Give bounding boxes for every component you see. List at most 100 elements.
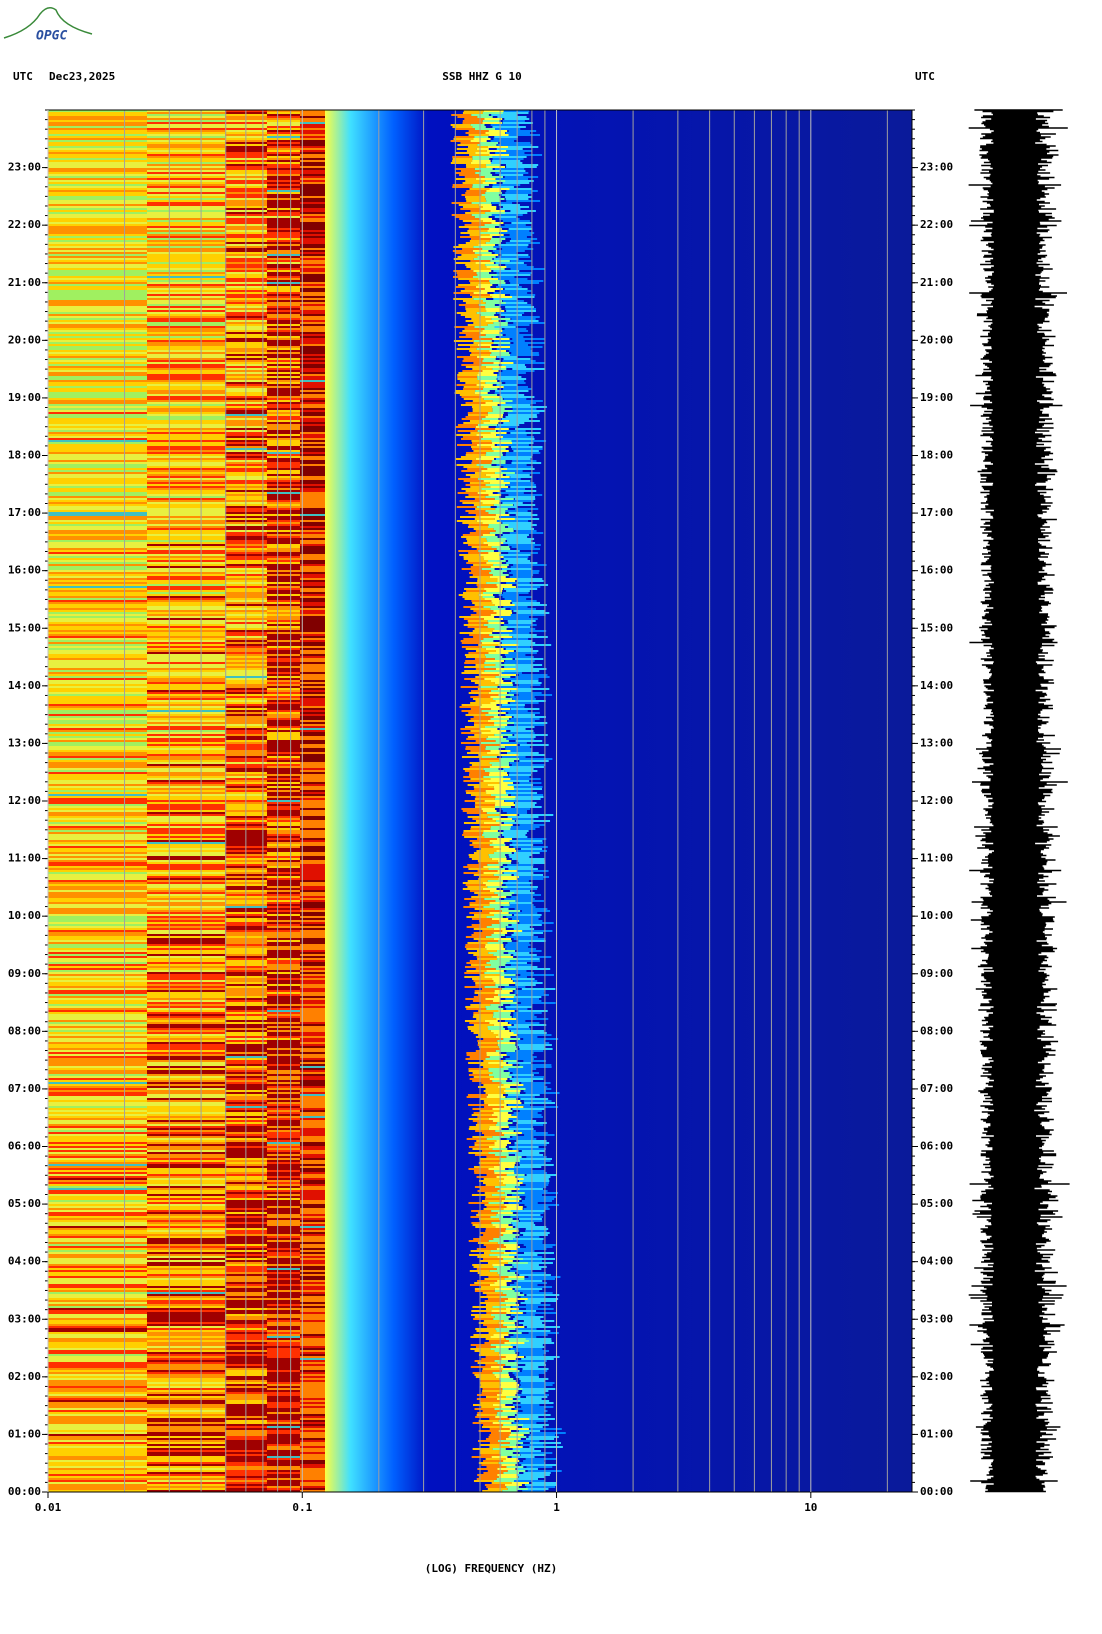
spectrum-cell [48,1030,147,1032]
spectrum-cell [147,124,225,126]
spectrum-cell [267,174,300,176]
spectrum-edge [515,802,537,804]
spectrum-edge [479,174,493,176]
spectrum-cell [48,1188,147,1190]
spectrum-edge [496,444,529,446]
spectrum-cell [147,630,225,632]
spectrum-cell [48,906,147,908]
spectrum-cell [267,388,300,390]
spectrum-edge [525,1196,557,1198]
spectrum-cell [300,518,325,520]
spectrum-cell [300,188,325,190]
spectrum-edge [495,700,516,702]
spectrum-edge [465,998,486,1000]
spectrum-edge [509,1078,544,1080]
spectrum-edge [500,314,522,316]
spectrum-edge [473,938,494,940]
spectrum-cell [267,184,300,186]
spectrum-cell [300,180,325,182]
spectrum-edge [483,558,501,560]
spectrum-cell [267,978,300,980]
spectrum-cell [48,474,147,476]
spectrum-cell [48,978,147,980]
spectrum-cell [147,482,225,484]
spectrum-cell [147,1148,225,1150]
spectrum-cell [147,260,225,262]
spectrum-edge [503,1060,517,1062]
spectrum-cell [147,934,225,936]
spectrum-edge [476,1214,497,1216]
spectrum-edge [488,1070,504,1072]
spectrum-edge [491,934,505,936]
spectrum-edge [488,526,505,528]
spectrum-cell [267,680,300,682]
spectrum-edge [467,720,488,722]
spectrum-edge [498,876,520,878]
spectrum-cell [48,1336,147,1338]
spectrum-cell [48,1258,147,1260]
spectrum-cell [147,1174,225,1176]
spectrum-cell [147,1150,225,1152]
spectrum-edge [502,300,524,302]
spectrum-edge [488,146,509,148]
spectrum-cell [267,886,300,888]
spectrum-cell [300,870,325,872]
spectrum-cell [48,548,147,550]
spectrum-cell [267,794,300,796]
spectrum-cell [147,378,225,380]
spectrum-cell [147,324,225,326]
spectrum-cell [147,1080,225,1082]
spectrum-cell [147,612,225,614]
spectrum-cell [300,614,325,616]
spectrum-cell [48,208,147,210]
spectrum-edge [463,110,484,112]
spectrum-edge [482,930,503,932]
spectrum-edge [506,200,541,202]
spectrum-cell [147,600,225,602]
spectrum-edge [493,1024,512,1026]
spectrum-cell [147,1064,225,1066]
spectrum-cell [267,300,300,302]
spectrum-edge [527,1298,559,1300]
spectrum-cell [147,1122,225,1124]
spectrum-cell [48,1272,147,1274]
spectrum-edge [486,1008,504,1010]
spectrum-cell [147,334,225,336]
spectrum-cell [267,1058,300,1060]
spectrum-cell [267,710,300,712]
spectrum-edge [466,582,487,584]
spectrum-edge [491,440,513,442]
spectrum-cell [48,656,147,658]
spectrum-cell [300,868,325,870]
spectrum-edge [510,260,532,262]
spectrum-cell [48,788,147,790]
spectrum-edge [451,202,472,204]
spectrum-cell [300,364,325,366]
spectrum-cell [147,1032,225,1034]
spectrum-cell [267,562,300,564]
spectrum-edge [505,264,527,266]
spectrum-cell [147,668,225,670]
spectrum-edge [517,894,541,896]
spectrum-cell [48,1098,147,1100]
spectrum-edge [499,922,517,924]
spectrum-edge [468,712,489,714]
spectrum-edge [464,898,485,900]
spectrum-cell [300,114,325,116]
spectrum-cell [300,148,325,150]
spectrum-cell [267,1198,300,1200]
spectrum-cell [267,1290,300,1292]
spectrum-cell [48,210,147,212]
spectrum-edge [511,764,546,766]
spectrum-cell [267,182,300,184]
spectrum-cell [267,480,300,482]
spectrum-cell [147,488,225,490]
spectrum-edge [477,860,498,862]
spectrum-edge [483,830,498,832]
spectrum-edge [495,514,510,516]
spectrum-cell [267,852,300,854]
spectrum-edge [482,888,497,890]
spectrum-cell [267,524,300,526]
spectrum-cell [48,1118,147,1120]
spectrum-cell [267,884,300,886]
